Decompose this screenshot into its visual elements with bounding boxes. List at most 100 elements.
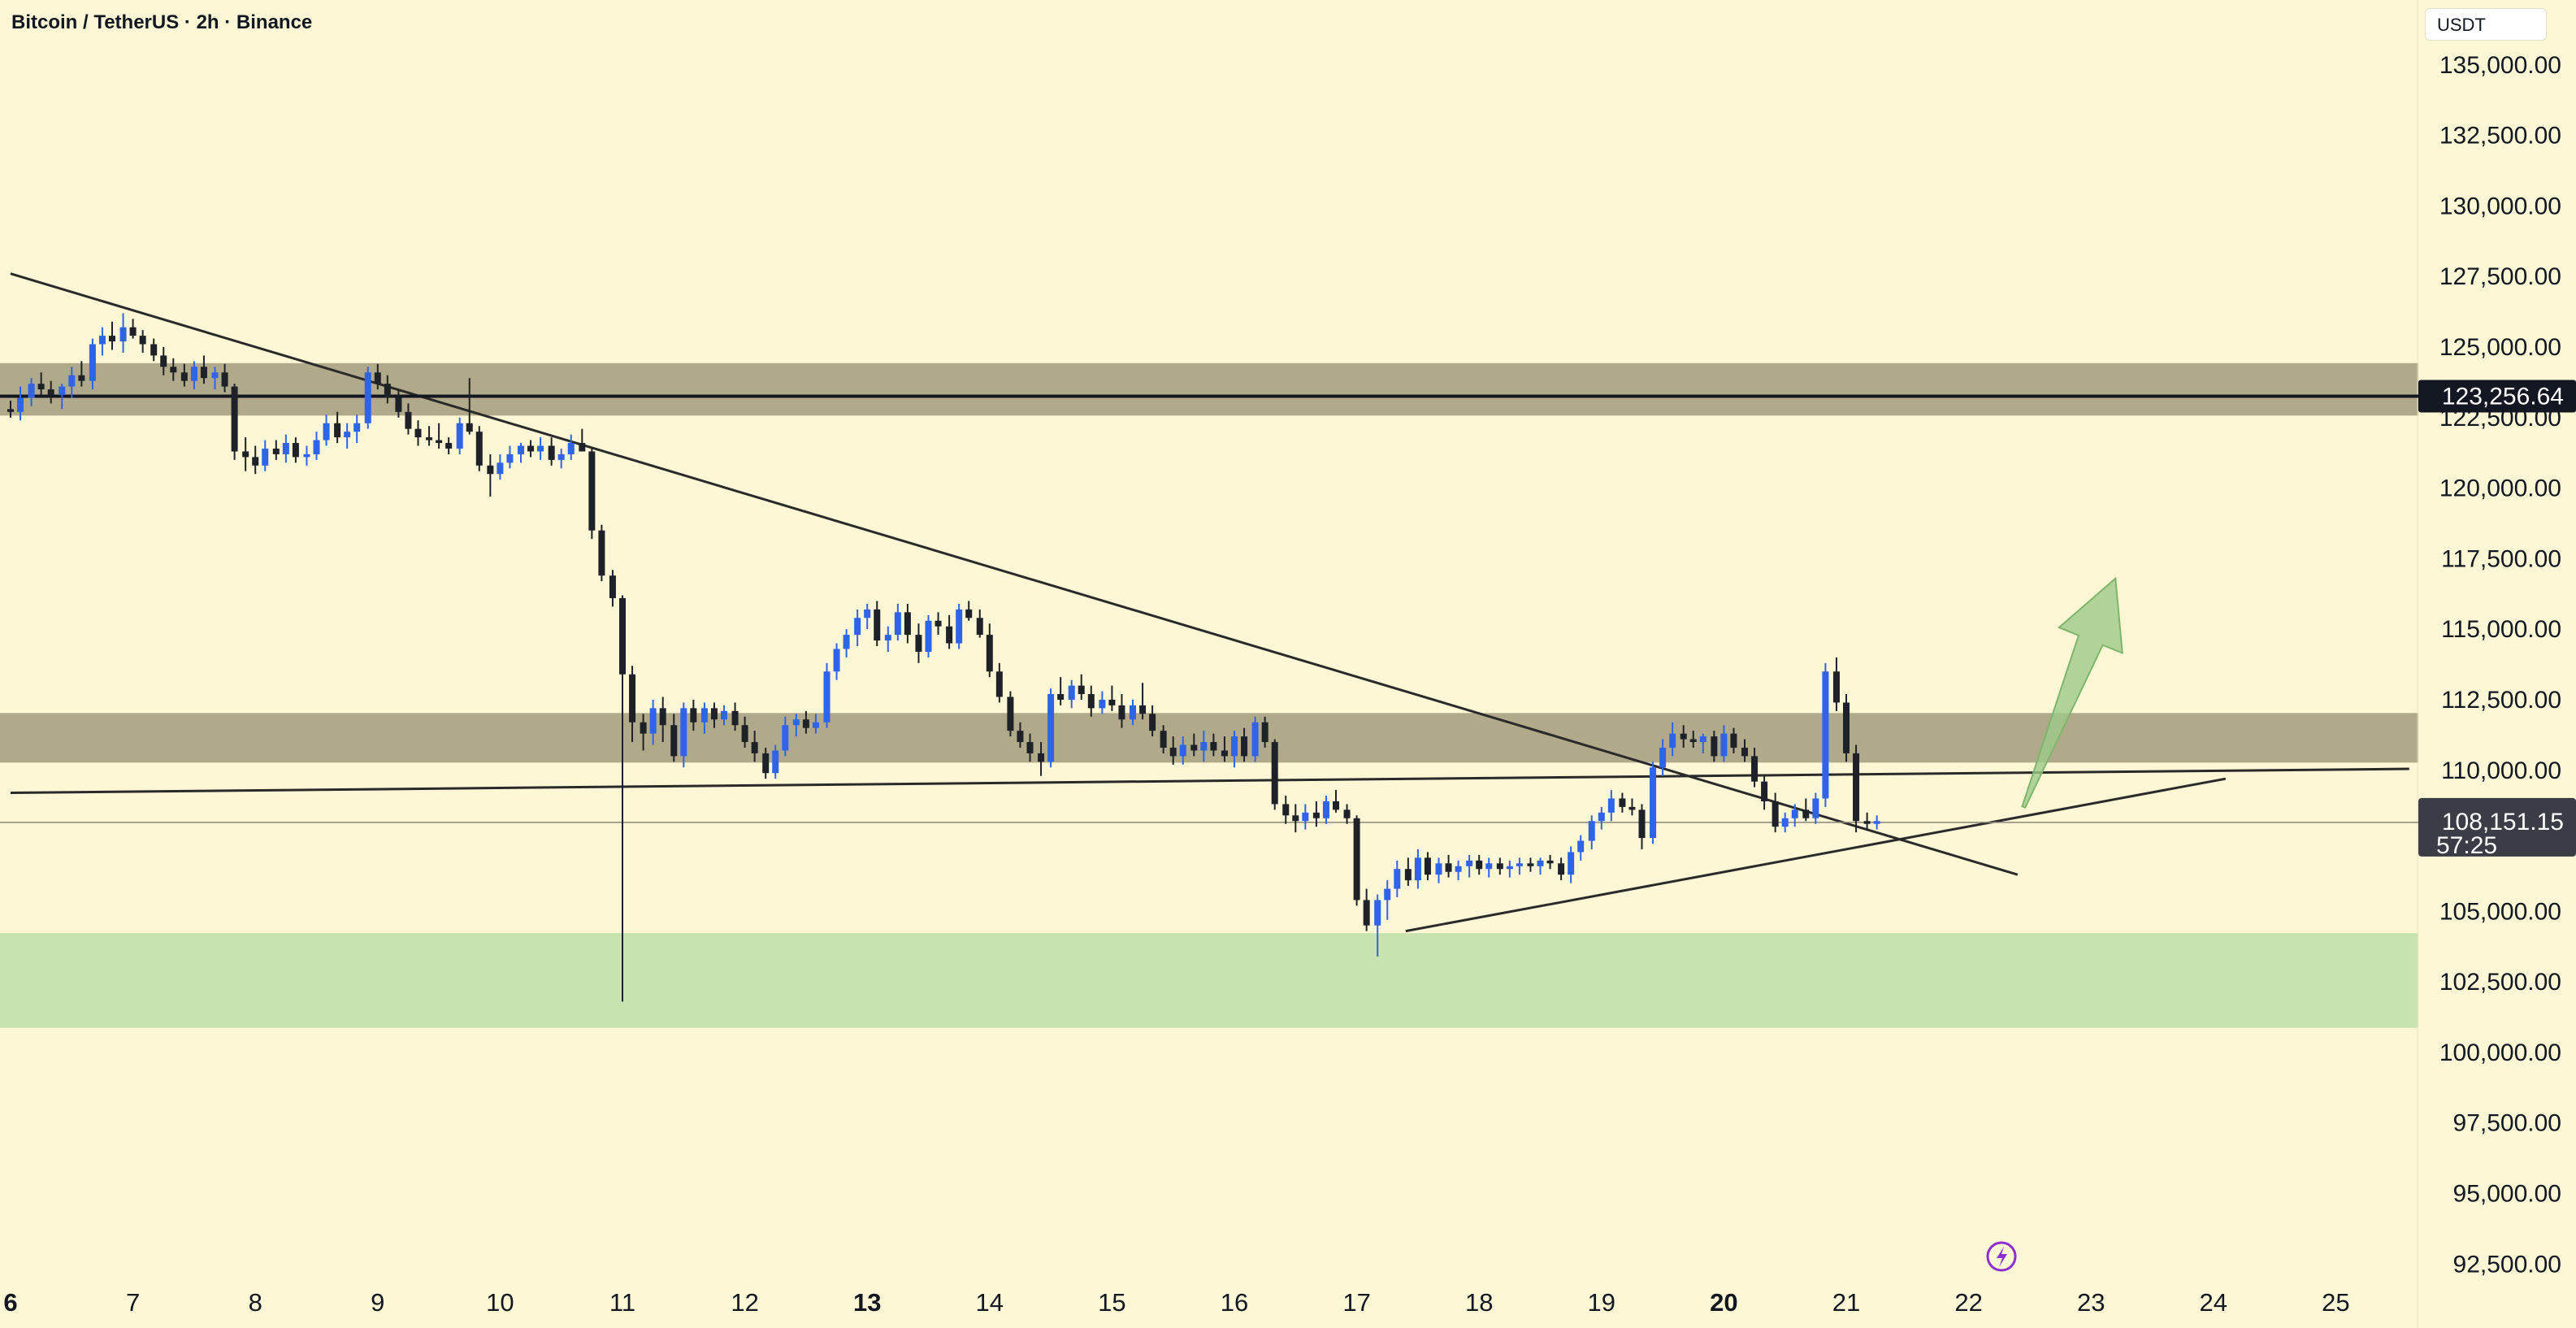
candle-body [47,389,54,396]
candle [150,338,158,362]
candle-body [1057,694,1065,700]
candle-body [150,344,158,356]
candle-body [1607,798,1615,813]
candle-body [1139,705,1147,714]
candle-body [1761,781,1768,801]
candle-body [1730,733,1737,748]
candle-body [1628,806,1636,810]
candle-body [680,708,687,757]
candle [995,662,1003,703]
candle-body [1312,812,1320,818]
candle [1772,792,1779,833]
x-tick-label: 9 [371,1288,384,1317]
candle [1404,857,1412,887]
candle-body [1179,744,1186,757]
candle [1516,857,1523,875]
current-price-label: 108,151.15 [2442,809,2564,835]
candle-body [557,454,565,460]
candle-body [1537,860,1544,866]
candle-body [1669,733,1676,748]
x-tick-label: 22 [1954,1288,1982,1317]
candle-body [1466,860,1473,866]
candle-body [690,708,697,723]
candle [1588,815,1595,849]
time-axis[interactable]: 6 7 8 9 10 11 12 13 14 15 16 17 18 19 20 21 22 23 24 25 [3,1288,2349,1317]
candle [649,699,657,745]
candle [680,702,687,768]
candle-body [292,443,299,458]
candle-body [1282,804,1290,816]
candle-body [935,620,942,627]
candle-body [579,443,586,452]
candle-body [405,411,412,429]
candle [1221,736,1228,762]
candle-body [119,327,127,342]
candle [915,623,922,663]
projection-arrow-layer [2021,576,2123,809]
candle-body [68,375,76,387]
candle-body [629,674,636,723]
candle [139,330,146,353]
candle [1598,806,1605,830]
candle-body [731,710,739,726]
candle [1853,744,1860,833]
candle-body [487,465,494,475]
lightning-circle[interactable] [1986,1241,2017,1272]
candle-body [180,372,188,381]
support-zone [0,933,2418,1028]
y-tick-label: 127,500.00 [2439,263,2561,290]
candle-body [1863,821,1871,824]
resistance-zone-upper [0,362,2418,416]
candle-body [864,609,871,618]
candle-body [802,719,809,728]
candle-body [1210,742,1217,751]
candle [374,363,381,390]
candle [527,440,535,458]
candle-body [1363,900,1370,926]
candle [904,603,911,644]
symbol-title[interactable]: Bitcoin / TetherUS · 2h · Binance [11,11,313,33]
candle [802,710,809,734]
candle-body [323,423,330,440]
candle-body [833,649,840,672]
candle-body [1200,742,1208,751]
candle-body [200,367,207,379]
candle-body [37,384,45,390]
x-tick-label: 6 [3,1288,17,1317]
candle-body [1108,699,1116,705]
candle [1546,854,1554,870]
lightning-bolt[interactable] [1997,1247,2007,1267]
candle [426,426,433,446]
candle [1466,854,1473,878]
candle-body [475,432,483,466]
candle [1638,804,1646,849]
candle-body [792,719,800,726]
candle-body [344,432,351,438]
candle [1322,795,1329,824]
candle [475,426,483,471]
candle [1650,762,1657,844]
candle [1802,798,1810,822]
currency-selector[interactable]: USDT [2425,8,2547,41]
candle [690,699,697,731]
candle-body [1292,815,1299,822]
descending-trendline [10,272,2019,876]
candle [313,432,320,460]
lightning-icon[interactable] [1986,1241,2017,1272]
candle [782,716,789,757]
price-axis[interactable]: 135,000.00 132,500.00 130,000.00 127,500.00… [2439,52,2561,1278]
candle-body [1038,753,1045,762]
candle [1210,733,1217,757]
candle-body [1404,869,1412,881]
candle-body [59,386,66,396]
candle-body [1087,694,1095,709]
candle-body [659,708,666,726]
candle-body [466,423,473,432]
candle [772,744,779,779]
candle [1363,888,1370,931]
candle [1822,662,1829,807]
candle [211,367,219,390]
candle-body [741,725,748,743]
